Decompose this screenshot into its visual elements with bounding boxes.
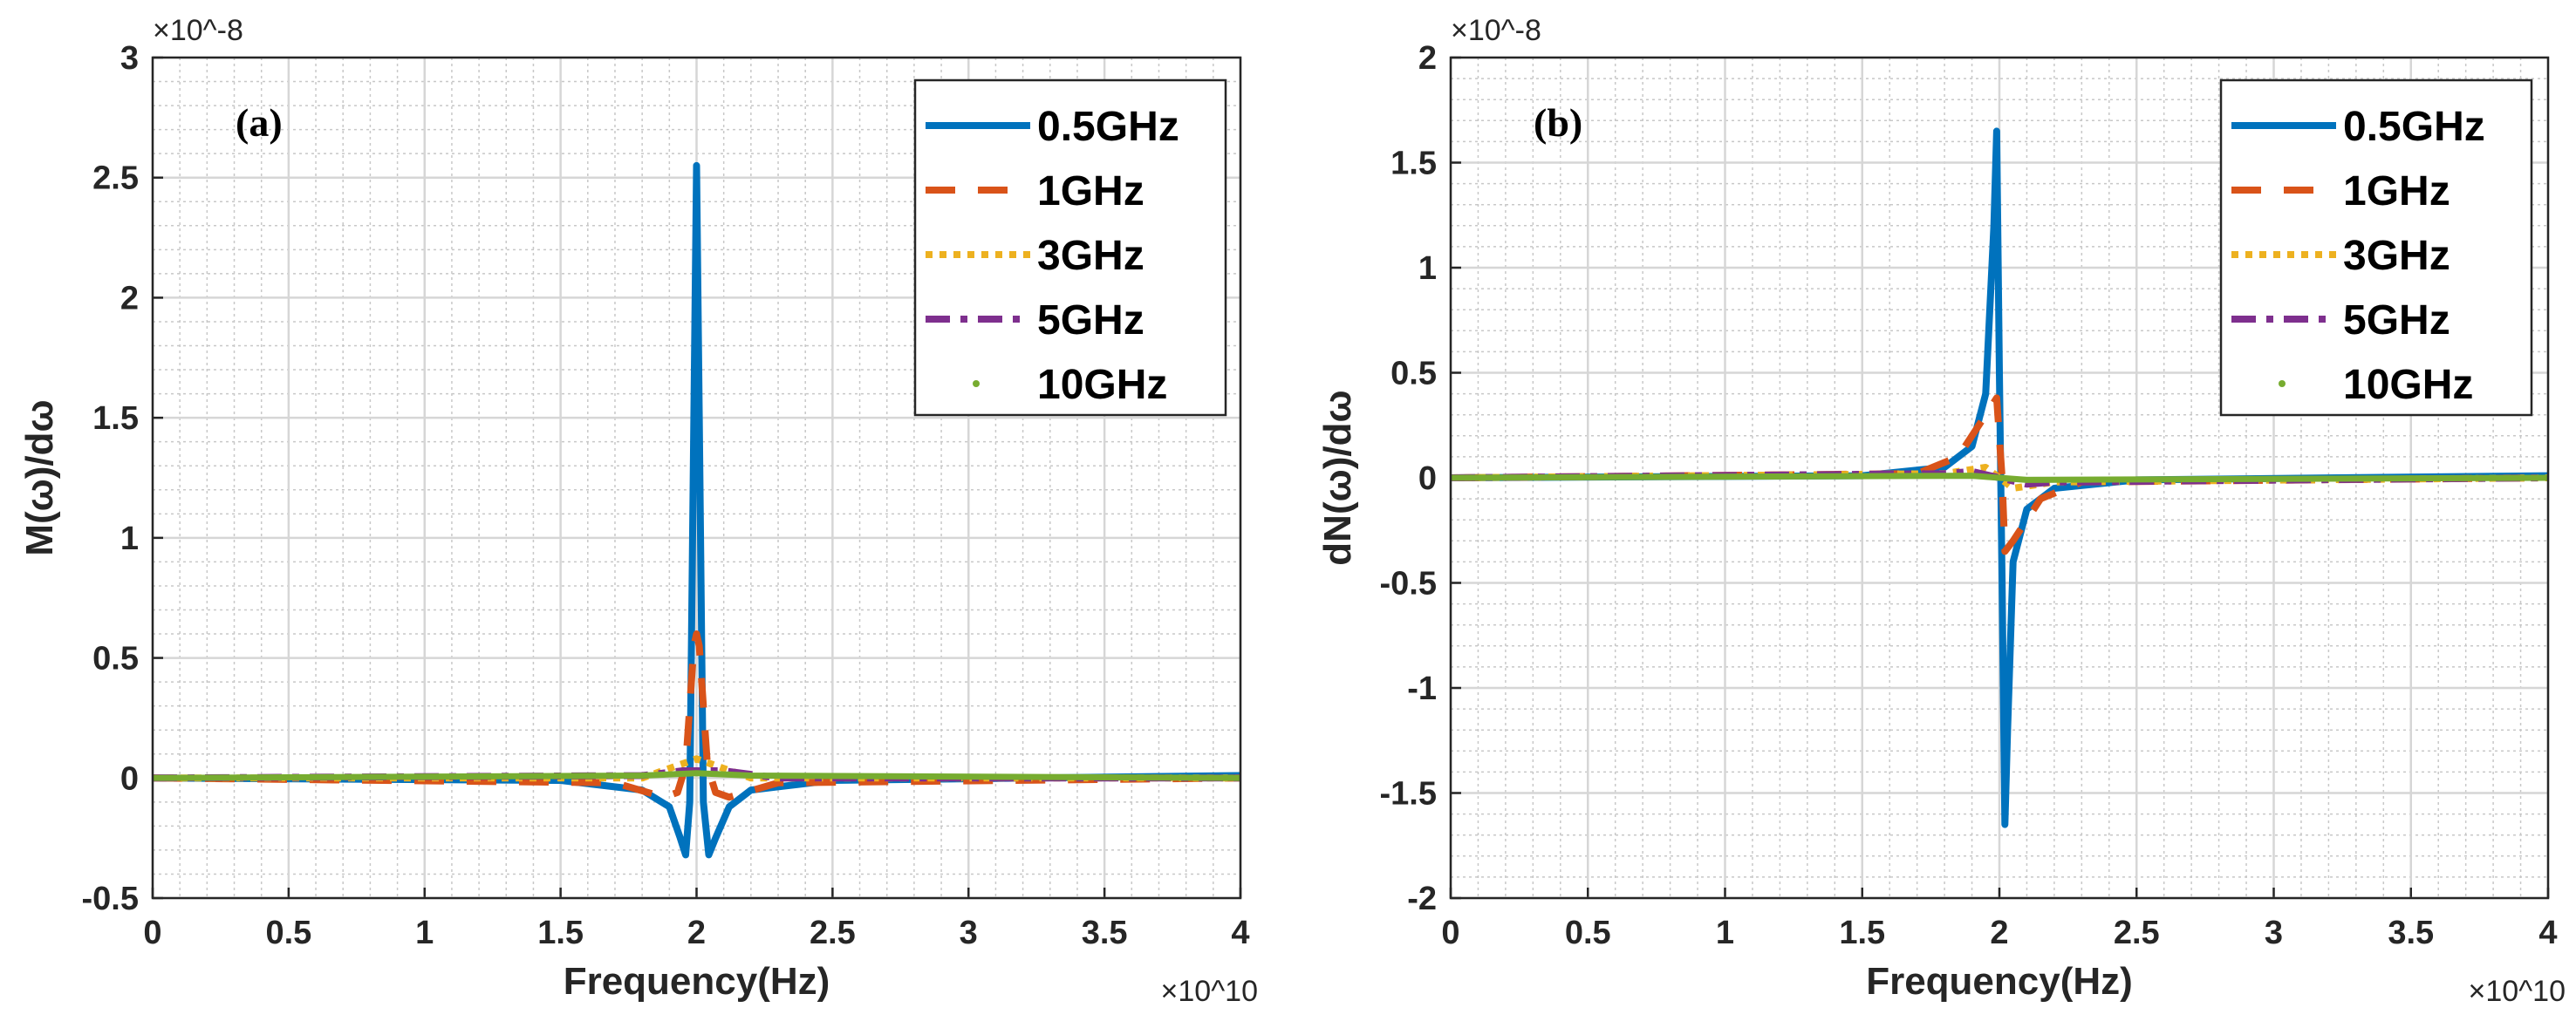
legend: 0.5GHz 1GHz 3GHz 5GHz 10GHz: [2219, 78, 2533, 417]
y-tick-label: 2: [1418, 40, 1437, 77]
x-tick-label: 2: [1990, 915, 2008, 951]
x-tick-label: 3: [2265, 915, 2283, 951]
y-tick-label: 0: [1418, 460, 1437, 497]
axes-box: [1449, 56, 2550, 900]
legend-label: 5GHz: [2343, 297, 2450, 344]
x-tick-label: 1.5: [1839, 915, 1885, 951]
series-line-10GHz: [1450, 473, 2549, 483]
axes-box: [151, 56, 1242, 900]
x-multiplier: ×10^10: [1161, 975, 1258, 1008]
x-tick-label: 1: [1716, 915, 1734, 951]
legend-label: 3GHz: [1037, 233, 1145, 279]
y-tick-label: 2.5: [92, 160, 139, 197]
x-tick-label: 0: [143, 915, 161, 951]
x-tick-label: 2.5: [810, 915, 856, 951]
y-tick-label: 2: [120, 280, 139, 317]
x-tick-label: 1: [415, 915, 434, 951]
x-tick-label: 0.5: [1565, 915, 1611, 951]
x-tick-label: 0.5: [265, 915, 311, 951]
x-tick-label: 2.5: [2114, 915, 2160, 951]
legend-label: 0.5GHz: [1037, 104, 1179, 150]
x-tick-label: 3: [960, 915, 978, 951]
legend-swatch-10GHz: [973, 380, 980, 387]
panel-label: (b): [1534, 100, 1582, 145]
x-tick-label: 3.5: [1082, 915, 1128, 951]
y-tick-label: 3: [120, 40, 139, 77]
legend-label: 0.5GHz: [2343, 104, 2485, 150]
y-tick-label: 1: [120, 521, 139, 557]
y-axis-label: dN(ω)/dω: [1316, 390, 1359, 565]
y-tick-label: -0.5: [1380, 566, 1437, 603]
legend-label: 1GHz: [1037, 168, 1145, 214]
chart-panel-a: 0 0.5 1 1.5 2 2.5 3 3.5 4-0.500.511.522.53Freque…: [18, 14, 1258, 1008]
y-tick-label: -1.5: [1380, 776, 1437, 813]
legend-label: 3GHz: [2343, 233, 2450, 279]
legend-box: [2219, 78, 2533, 417]
panel-label: (a): [236, 100, 283, 145]
y-tick-label: -2: [1407, 881, 1437, 917]
y-tick-label: 0: [120, 760, 139, 797]
legend-label: 1GHz: [2343, 168, 2450, 214]
y-tick-label: 1.5: [1390, 146, 1437, 182]
x-axis-label: Frequency(Hz): [1866, 960, 2133, 1003]
series-line-10GHz: [152, 770, 1241, 781]
y-multiplier: ×10^-8: [1451, 14, 1541, 47]
series-line-1GHz: [152, 630, 1241, 801]
series-line-1GHz: [1450, 394, 2549, 555]
y-tick-label: 1: [1418, 250, 1437, 287]
y-tick-label: 0.5: [92, 641, 139, 677]
x-tick-label: 1.5: [537, 915, 584, 951]
legend-swatch-10GHz: [2279, 380, 2286, 387]
x-tick-label: 4: [2538, 915, 2557, 951]
y-tick-label: -1: [1407, 671, 1437, 707]
series-line-0.5GHz: [152, 161, 1241, 859]
legend-box: [913, 78, 1227, 417]
y-tick-label: 0.5: [1390, 356, 1437, 392]
x-axis-label: Frequency(Hz): [564, 960, 830, 1003]
y-tick-label: 1.5: [92, 400, 139, 437]
legend-label: 10GHz: [2343, 362, 2473, 408]
x-tick-label: 2: [687, 915, 706, 951]
x-tick-label: 0: [1441, 915, 1459, 951]
y-axis-label: M(ω)/dω: [18, 399, 61, 555]
y-tick-label: -0.5: [82, 881, 139, 917]
legend: 0.5GHz 1GHz 3GHz 5GHz 10GHz: [913, 78, 1227, 417]
x-multiplier: ×10^10: [2469, 975, 2566, 1008]
y-multiplier: ×10^-8: [153, 14, 243, 47]
x-tick-label: 3.5: [2388, 915, 2434, 951]
x-tick-label: 4: [1231, 915, 1249, 951]
legend-label: 10GHz: [1037, 362, 1167, 408]
chart-panel-b: 0 0.5 1 1.5 2 2.5 3 3.5 4 -2 -1.5 -1 -0.5 0 0.5 1 1.5 2 Fr…: [1316, 14, 2566, 1008]
legend-label: 5GHz: [1037, 297, 1145, 344]
